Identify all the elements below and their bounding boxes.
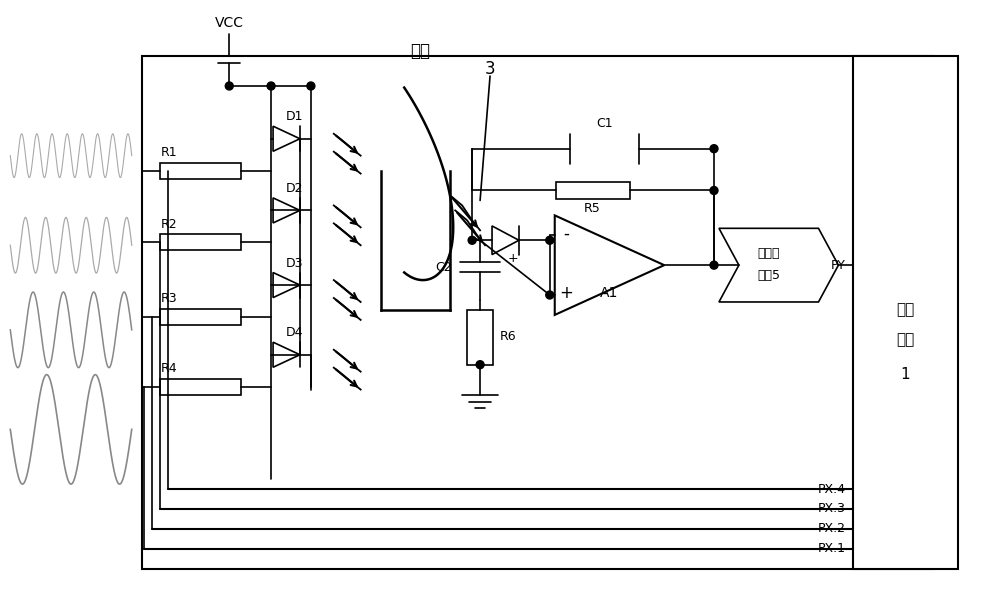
Circle shape (710, 145, 718, 152)
Text: PX.3: PX.3 (817, 502, 845, 515)
Text: -: - (564, 224, 570, 243)
Bar (556, 181, 630, 199)
Text: R5: R5 (584, 202, 601, 215)
Text: R3: R3 (161, 292, 178, 305)
Polygon shape (273, 273, 300, 298)
Bar (142, 56, 933, 569)
Text: R1: R1 (161, 146, 178, 159)
Text: +: + (508, 251, 519, 264)
Text: 手指: 手指 (410, 42, 430, 60)
Circle shape (710, 261, 718, 269)
Polygon shape (273, 126, 300, 151)
Text: R6: R6 (500, 330, 517, 343)
Bar (853, 56, 958, 569)
Bar (467, 310, 493, 365)
Polygon shape (492, 226, 519, 254)
Text: 换器5: 换器5 (757, 269, 780, 282)
Text: R2: R2 (161, 218, 178, 231)
Circle shape (225, 82, 233, 90)
Polygon shape (273, 342, 300, 367)
Circle shape (307, 82, 315, 90)
Text: +: + (560, 284, 574, 302)
Bar (160, 162, 241, 178)
Text: C1: C1 (596, 117, 613, 130)
Circle shape (546, 236, 554, 244)
Polygon shape (273, 198, 300, 223)
Polygon shape (555, 215, 664, 315)
Text: C2: C2 (436, 261, 452, 273)
Bar (160, 234, 241, 250)
Bar (160, 309, 241, 325)
Text: PX.1: PX.1 (817, 543, 845, 555)
Text: VCC: VCC (215, 16, 244, 30)
Text: D1: D1 (286, 110, 304, 123)
Text: 微处: 微处 (896, 302, 914, 317)
Circle shape (468, 236, 476, 244)
Circle shape (710, 187, 718, 195)
Text: PX.4: PX.4 (817, 483, 845, 496)
Text: 1: 1 (900, 367, 910, 382)
Text: D4: D4 (286, 326, 304, 339)
Circle shape (476, 361, 484, 369)
Text: R4: R4 (161, 362, 178, 375)
Text: D3: D3 (286, 257, 304, 270)
Text: 理器: 理器 (896, 332, 914, 347)
Circle shape (267, 82, 275, 90)
Circle shape (546, 291, 554, 299)
Text: PX.2: PX.2 (817, 522, 845, 535)
Text: 3: 3 (485, 60, 495, 78)
Text: A1: A1 (600, 286, 619, 300)
Polygon shape (719, 228, 838, 302)
Text: 模数转: 模数转 (757, 247, 780, 260)
Text: PY: PY (830, 259, 845, 272)
Text: D2: D2 (286, 182, 304, 195)
Bar (160, 378, 241, 394)
